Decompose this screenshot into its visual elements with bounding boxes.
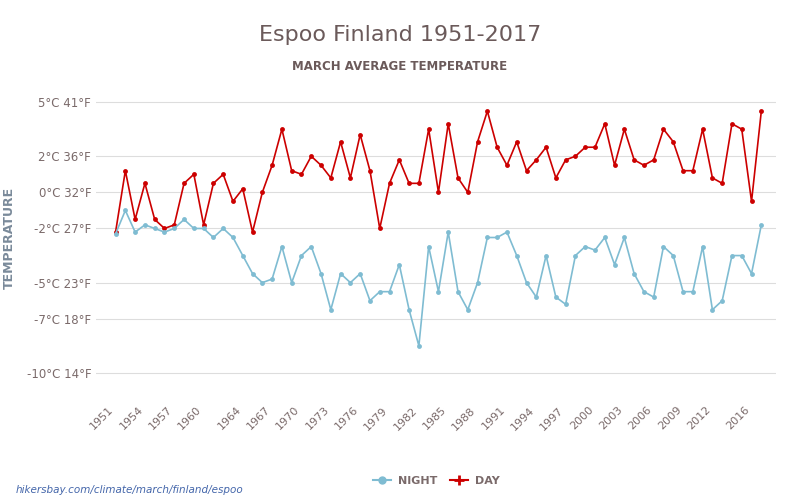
- Text: Espoo Finland 1951-2017: Espoo Finland 1951-2017: [259, 25, 541, 45]
- Y-axis label: TEMPERATURE: TEMPERATURE: [2, 186, 15, 288]
- Text: MARCH AVERAGE TEMPERATURE: MARCH AVERAGE TEMPERATURE: [293, 60, 507, 73]
- Legend: NIGHT, DAY: NIGHT, DAY: [368, 470, 504, 491]
- Text: hikersbay.com/climate/march/finland/espoo: hikersbay.com/climate/march/finland/espo…: [16, 485, 244, 495]
